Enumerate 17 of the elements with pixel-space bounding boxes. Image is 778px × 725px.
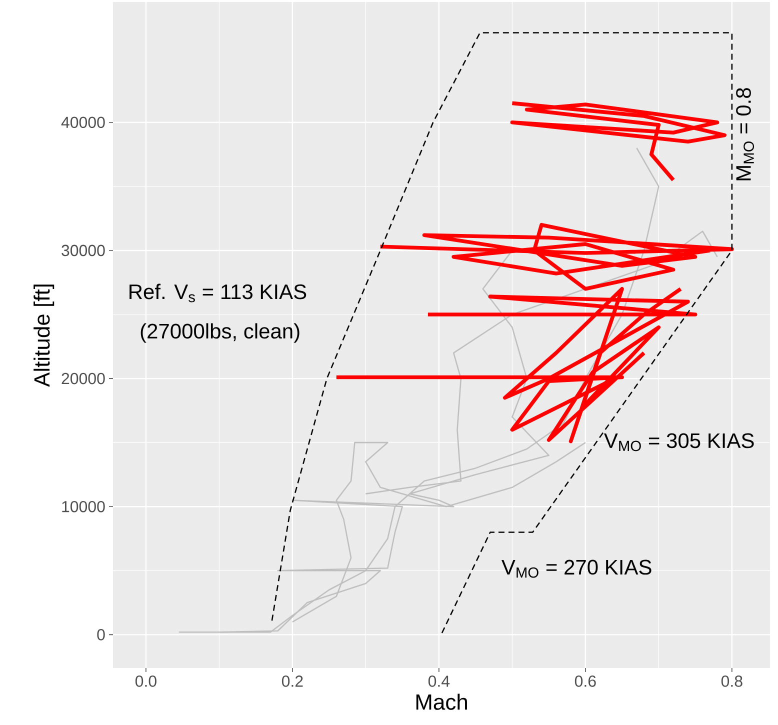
x-tick-label: 0.4 [428, 676, 450, 687]
annotation: V$_{MO}$ = 305 KIAS [604, 433, 754, 452]
y-tick-label: 10000 [62, 500, 105, 512]
annotation: Ref. V$_{s}$ = 113 KIAS [130, 284, 306, 302]
x-tick-label: 0.0 [135, 676, 156, 687]
y-tick-label: 30000 [62, 244, 105, 256]
x-tick-label: 0.6 [574, 676, 596, 687]
y-tick-label: 0 [97, 629, 105, 640]
annotation: M$_{MO}$ = 0.8 [736, 88, 754, 180]
annotation: (27000lbs, clean) [140, 323, 300, 343]
y-axis-title: Altitude [ft] [34, 284, 54, 387]
y-tick-label: 20000 [62, 372, 105, 384]
annotation: V$_{MO}$ = 270 KIAS [502, 560, 652, 578]
x-axis-title: Mach [416, 694, 467, 710]
x-tick-label: 0.8 [721, 676, 742, 687]
y-tick-label: 40000 [61, 116, 105, 128]
x-tick-label: 0.2 [282, 676, 303, 687]
